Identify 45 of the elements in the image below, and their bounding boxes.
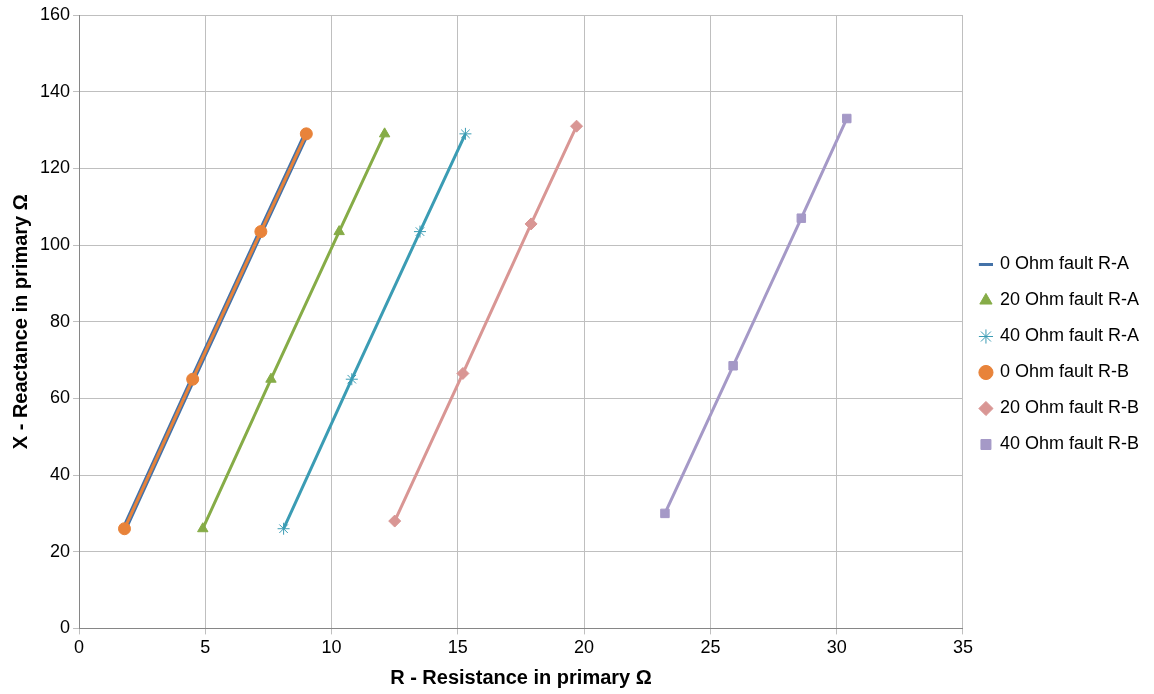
- point: [388, 514, 402, 528]
- point: [117, 522, 131, 536]
- legend-label: 0 Ohm fault R-B: [999, 361, 1129, 382]
- y-tick-label: 20: [50, 540, 71, 561]
- y-tick-label: 140: [39, 80, 71, 101]
- y-tick-label: 80: [50, 310, 71, 331]
- legend-label: 40 Ohm fault R-A: [999, 325, 1140, 346]
- y-axis-title: X - Reactance in primary Ω: [8, 194, 31, 450]
- x-tick-label: 10: [321, 637, 342, 658]
- y-tick-label: 100: [39, 233, 71, 254]
- point: [299, 127, 313, 141]
- y-tick-label: 60: [50, 387, 71, 408]
- point: [796, 213, 807, 223]
- x-tick-label: 0: [74, 637, 85, 658]
- point: [333, 225, 345, 236]
- point: [570, 119, 584, 133]
- x-tick-label: 15: [447, 637, 468, 658]
- legend-label: 40 Ohm fault R-B: [999, 433, 1140, 454]
- x-axis-title: R - Resistance in primary Ω: [390, 665, 652, 688]
- x-tick-label: 25: [700, 637, 721, 658]
- point: [265, 372, 277, 383]
- point: [186, 372, 200, 386]
- point: [660, 508, 670, 519]
- x-tick-label: 35: [952, 637, 973, 658]
- point: [254, 225, 268, 239]
- x-tick-label: 5: [200, 637, 211, 658]
- y-tick-label: 40: [50, 464, 71, 485]
- y-tick-label: 160: [39, 3, 71, 24]
- y-tick-label: 0: [60, 617, 71, 638]
- point: [277, 522, 291, 536]
- legend-label: 20 Ohm fault R-B: [999, 397, 1140, 418]
- legend-label: 20 Ohm fault R-A: [999, 289, 1140, 310]
- point: [842, 113, 852, 124]
- point: [458, 127, 472, 141]
- x-tick-label: 20: [574, 637, 595, 658]
- point: [197, 522, 209, 533]
- legend-label: 0 Ohm fault R-A: [999, 253, 1129, 274]
- point: [345, 372, 359, 386]
- point: [413, 225, 427, 239]
- point: [378, 127, 391, 138]
- point: [524, 217, 538, 231]
- x-tick-label: 30: [826, 637, 847, 658]
- point: [456, 366, 470, 380]
- y-tick-label: 120: [39, 157, 71, 178]
- point: [728, 361, 738, 371]
